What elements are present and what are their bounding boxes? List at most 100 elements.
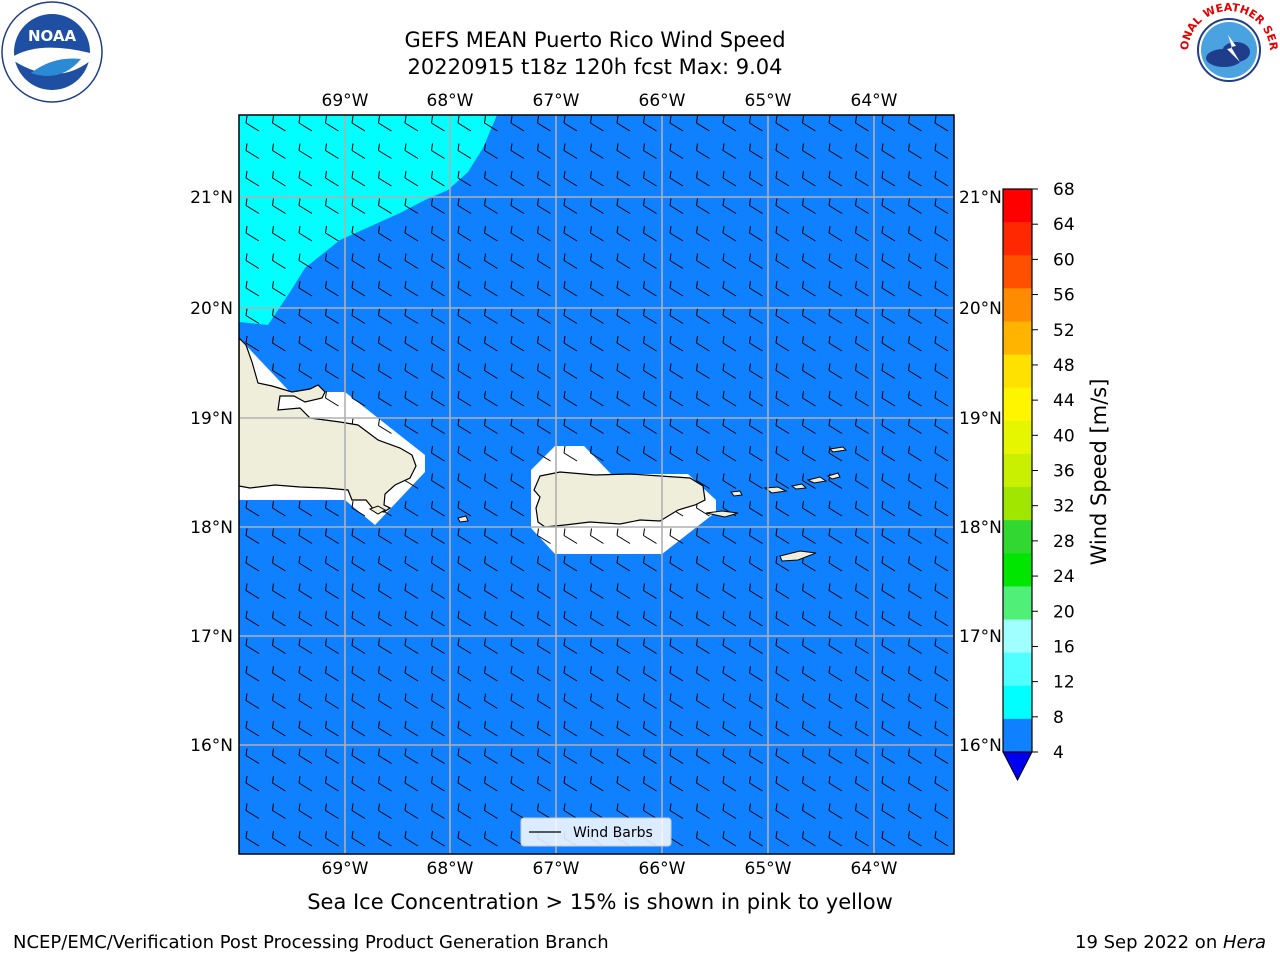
- wind-barb: [934, 555, 949, 572]
- wind-barb: [749, 198, 763, 214]
- wind-barb: [431, 720, 445, 737]
- wind-barb: [510, 308, 525, 324]
- wind-barb: [245, 198, 260, 214]
- wind-barb: [696, 528, 710, 544]
- wind-barb: [351, 500, 366, 517]
- wind-barb: [457, 693, 472, 709]
- wind-barb: [616, 748, 631, 764]
- wind-barb: [881, 748, 896, 764]
- wind-barb: [881, 363, 896, 379]
- wind-barb: [669, 555, 684, 572]
- footer-credit: NCEP/EMC/Verification Post Processing Pr…: [13, 932, 609, 953]
- wind-barb: [325, 390, 339, 407]
- wind-barb: [537, 583, 551, 599]
- wind-barb: [881, 638, 896, 654]
- wind-barb: [749, 610, 763, 627]
- wind-barb: [616, 198, 631, 214]
- wind-barb: [643, 280, 657, 297]
- wind-barb: [431, 610, 445, 627]
- wind-barb: [643, 225, 657, 242]
- wind-barb: [563, 528, 578, 544]
- land-hispaniola: [239, 337, 417, 513]
- wind-barb: [696, 473, 710, 489]
- high-wind-zone: [239, 115, 497, 325]
- wind-barb: [881, 775, 896, 792]
- wind-barb: [775, 583, 790, 599]
- wind-barb: [908, 720, 922, 737]
- nws-logo: NATIONAL WEATHER SERVICE: [1178, 0, 1280, 98]
- wind-barb: [563, 638, 578, 654]
- wind-barb: [510, 143, 525, 159]
- lon-label-bottom: 68°W: [427, 859, 474, 879]
- wind-barb: [404, 748, 419, 764]
- wind-barb: [404, 143, 419, 159]
- wind-barb: [563, 115, 578, 132]
- wind-barb: [378, 198, 392, 214]
- wind-barb: [351, 775, 366, 792]
- wind-barb: [245, 610, 260, 627]
- wind-barb: [325, 335, 339, 352]
- wind-barb: [775, 473, 790, 489]
- wind-barb: [431, 308, 445, 324]
- wind-barb: [855, 830, 869, 847]
- wind-barb: [669, 775, 684, 792]
- wind-barb: [643, 748, 657, 764]
- wind-barb: [669, 693, 684, 709]
- wind-barb: [908, 775, 922, 792]
- wind-barb: [802, 638, 816, 654]
- wind-barb: [431, 143, 445, 159]
- wind-barb: [775, 390, 790, 407]
- wind-barb: [696, 610, 710, 627]
- wind-barb: [484, 720, 498, 737]
- wind-barb: [325, 775, 339, 792]
- wind-barb: [325, 500, 339, 517]
- wind-barb: [775, 418, 790, 434]
- colorbar-segment: [1003, 189, 1032, 223]
- wind-barb: [245, 720, 260, 737]
- wind-barb: [696, 363, 710, 379]
- sea-ice-caption: Sea Ice Concentration > 15% is shown in …: [307, 890, 893, 914]
- wind-barb: [563, 720, 578, 737]
- wind-barb: [696, 225, 710, 242]
- wind-barb: [404, 638, 419, 654]
- wind-barb: [298, 720, 313, 737]
- wind-barb: [272, 748, 286, 764]
- wind-barb: [537, 445, 551, 462]
- colorbar-tick-label: 24: [1053, 567, 1075, 587]
- wind-barb: [245, 225, 260, 242]
- wind-barb: [272, 610, 286, 627]
- wind-barb: [510, 610, 525, 627]
- wind-barb: [775, 115, 790, 132]
- wind-barb: [775, 198, 790, 214]
- wind-barb: [537, 555, 551, 572]
- colorbar-segment: [1003, 553, 1032, 587]
- colorbar-segment: [1003, 387, 1032, 422]
- wind-barb: [881, 693, 896, 709]
- wind-barb: [537, 225, 551, 242]
- wind-barb: [643, 610, 657, 627]
- wind-barb: [378, 610, 392, 627]
- wind-barb: [537, 143, 551, 159]
- lat-label-right: 16°N: [959, 736, 1002, 756]
- wind-barb: [828, 418, 843, 434]
- wind-barb: [722, 280, 737, 297]
- wind-barb: [298, 143, 313, 159]
- wind-barb: [749, 253, 763, 269]
- wind-barb: [404, 363, 419, 379]
- wind-barb: [828, 638, 843, 654]
- wind-barb: [537, 253, 551, 269]
- wind-barb: [802, 775, 816, 792]
- wind-barb: [457, 390, 472, 407]
- wind-barb: [590, 665, 604, 682]
- lat-label-left: 16°N: [190, 736, 233, 756]
- wind-barb: [325, 720, 339, 737]
- wind-barb: [563, 308, 578, 324]
- wind-barb: [563, 143, 578, 159]
- wind-barb: [696, 555, 710, 572]
- wind-barb: [616, 583, 631, 599]
- wind-barb: [696, 748, 710, 764]
- colorbar-tick-label: 52: [1053, 321, 1075, 341]
- wind-barb: [643, 638, 657, 654]
- land-st-john: [790, 483, 808, 490]
- wind-barb: [643, 198, 657, 214]
